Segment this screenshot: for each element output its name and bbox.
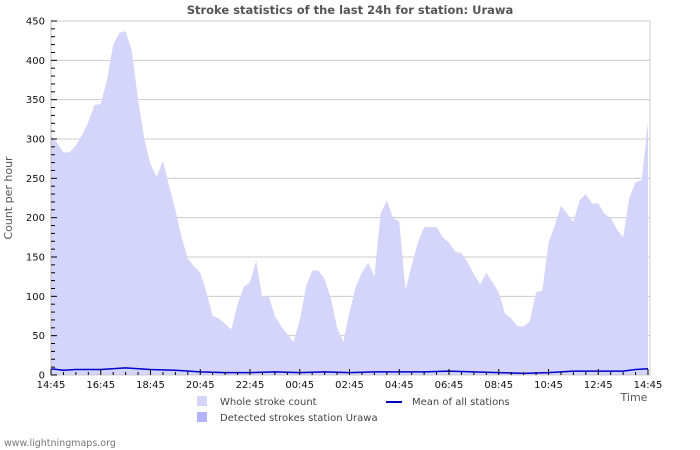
x-tick-label: 12:45 (584, 380, 613, 391)
legend-swatch-detected-strokes (197, 412, 207, 422)
x-tick-label: 20:45 (186, 380, 215, 391)
x-tick-label: 18:45 (136, 380, 165, 391)
x-tick-label: 22:45 (236, 380, 265, 391)
legend: Whole stroke count Detected strokes stat… (197, 396, 510, 424)
x-tick-label: 00:45 (285, 380, 314, 391)
legend-item-detected-strokes: Detected strokes station Urawa (197, 412, 378, 424)
y-tick-label: 0 (39, 371, 45, 382)
x-axis: 14:45 16:45 18:45 20:45 22:45 00:45 02:45 04:45… (37, 369, 663, 391)
x-tick-label: 02:45 (335, 380, 364, 391)
legend-label: Detected strokes station Urawa (220, 413, 378, 424)
footer-site-link[interactable]: www.lightningmaps.org (4, 438, 116, 449)
y-tick-label: 400 (26, 56, 45, 67)
whole-stroke-count-area (51, 31, 648, 375)
y-axis-title: Count per hour (2, 156, 15, 240)
plot-frame (50, 20, 651, 376)
x-tick-label: 06:45 (435, 380, 464, 391)
x-tick-label: 10:45 (534, 380, 563, 391)
y-tick-label: 300 (26, 135, 45, 146)
x-tick-label: 16:45 (86, 380, 115, 391)
x-tick-label: 14:45 (634, 380, 663, 391)
legend-swatch-whole-stroke-count (197, 396, 207, 406)
y-tick-label: 250 (26, 174, 45, 185)
x-tick-label: 04:45 (385, 380, 414, 391)
x-tick-label: 08:45 (484, 380, 513, 391)
y-tick-label: 450 (26, 17, 45, 28)
y-tick-label: 50 (32, 331, 45, 342)
y-tick-label: 200 (26, 213, 45, 224)
y-tick-label: 150 (26, 253, 45, 264)
legend-label: Whole stroke count (220, 397, 317, 408)
legend-item-whole-stroke-count: Whole stroke count (197, 396, 317, 408)
legend-label: Mean of all stations (412, 397, 510, 408)
y-tick-label: 350 (26, 95, 45, 106)
whole-stroke-count-path (51, 31, 648, 375)
x-tick-label: 14:45 (37, 380, 66, 391)
chart-title: Stroke statistics of the last 24h for st… (187, 3, 514, 17)
x-axis-title: Time (620, 391, 648, 404)
y-tick-label: 100 (26, 292, 45, 303)
legend-item-mean-all-stations: Mean of all stations (386, 397, 510, 408)
y-axis: 0 50 100 150 200 250 300 350 400 450 (26, 17, 57, 382)
